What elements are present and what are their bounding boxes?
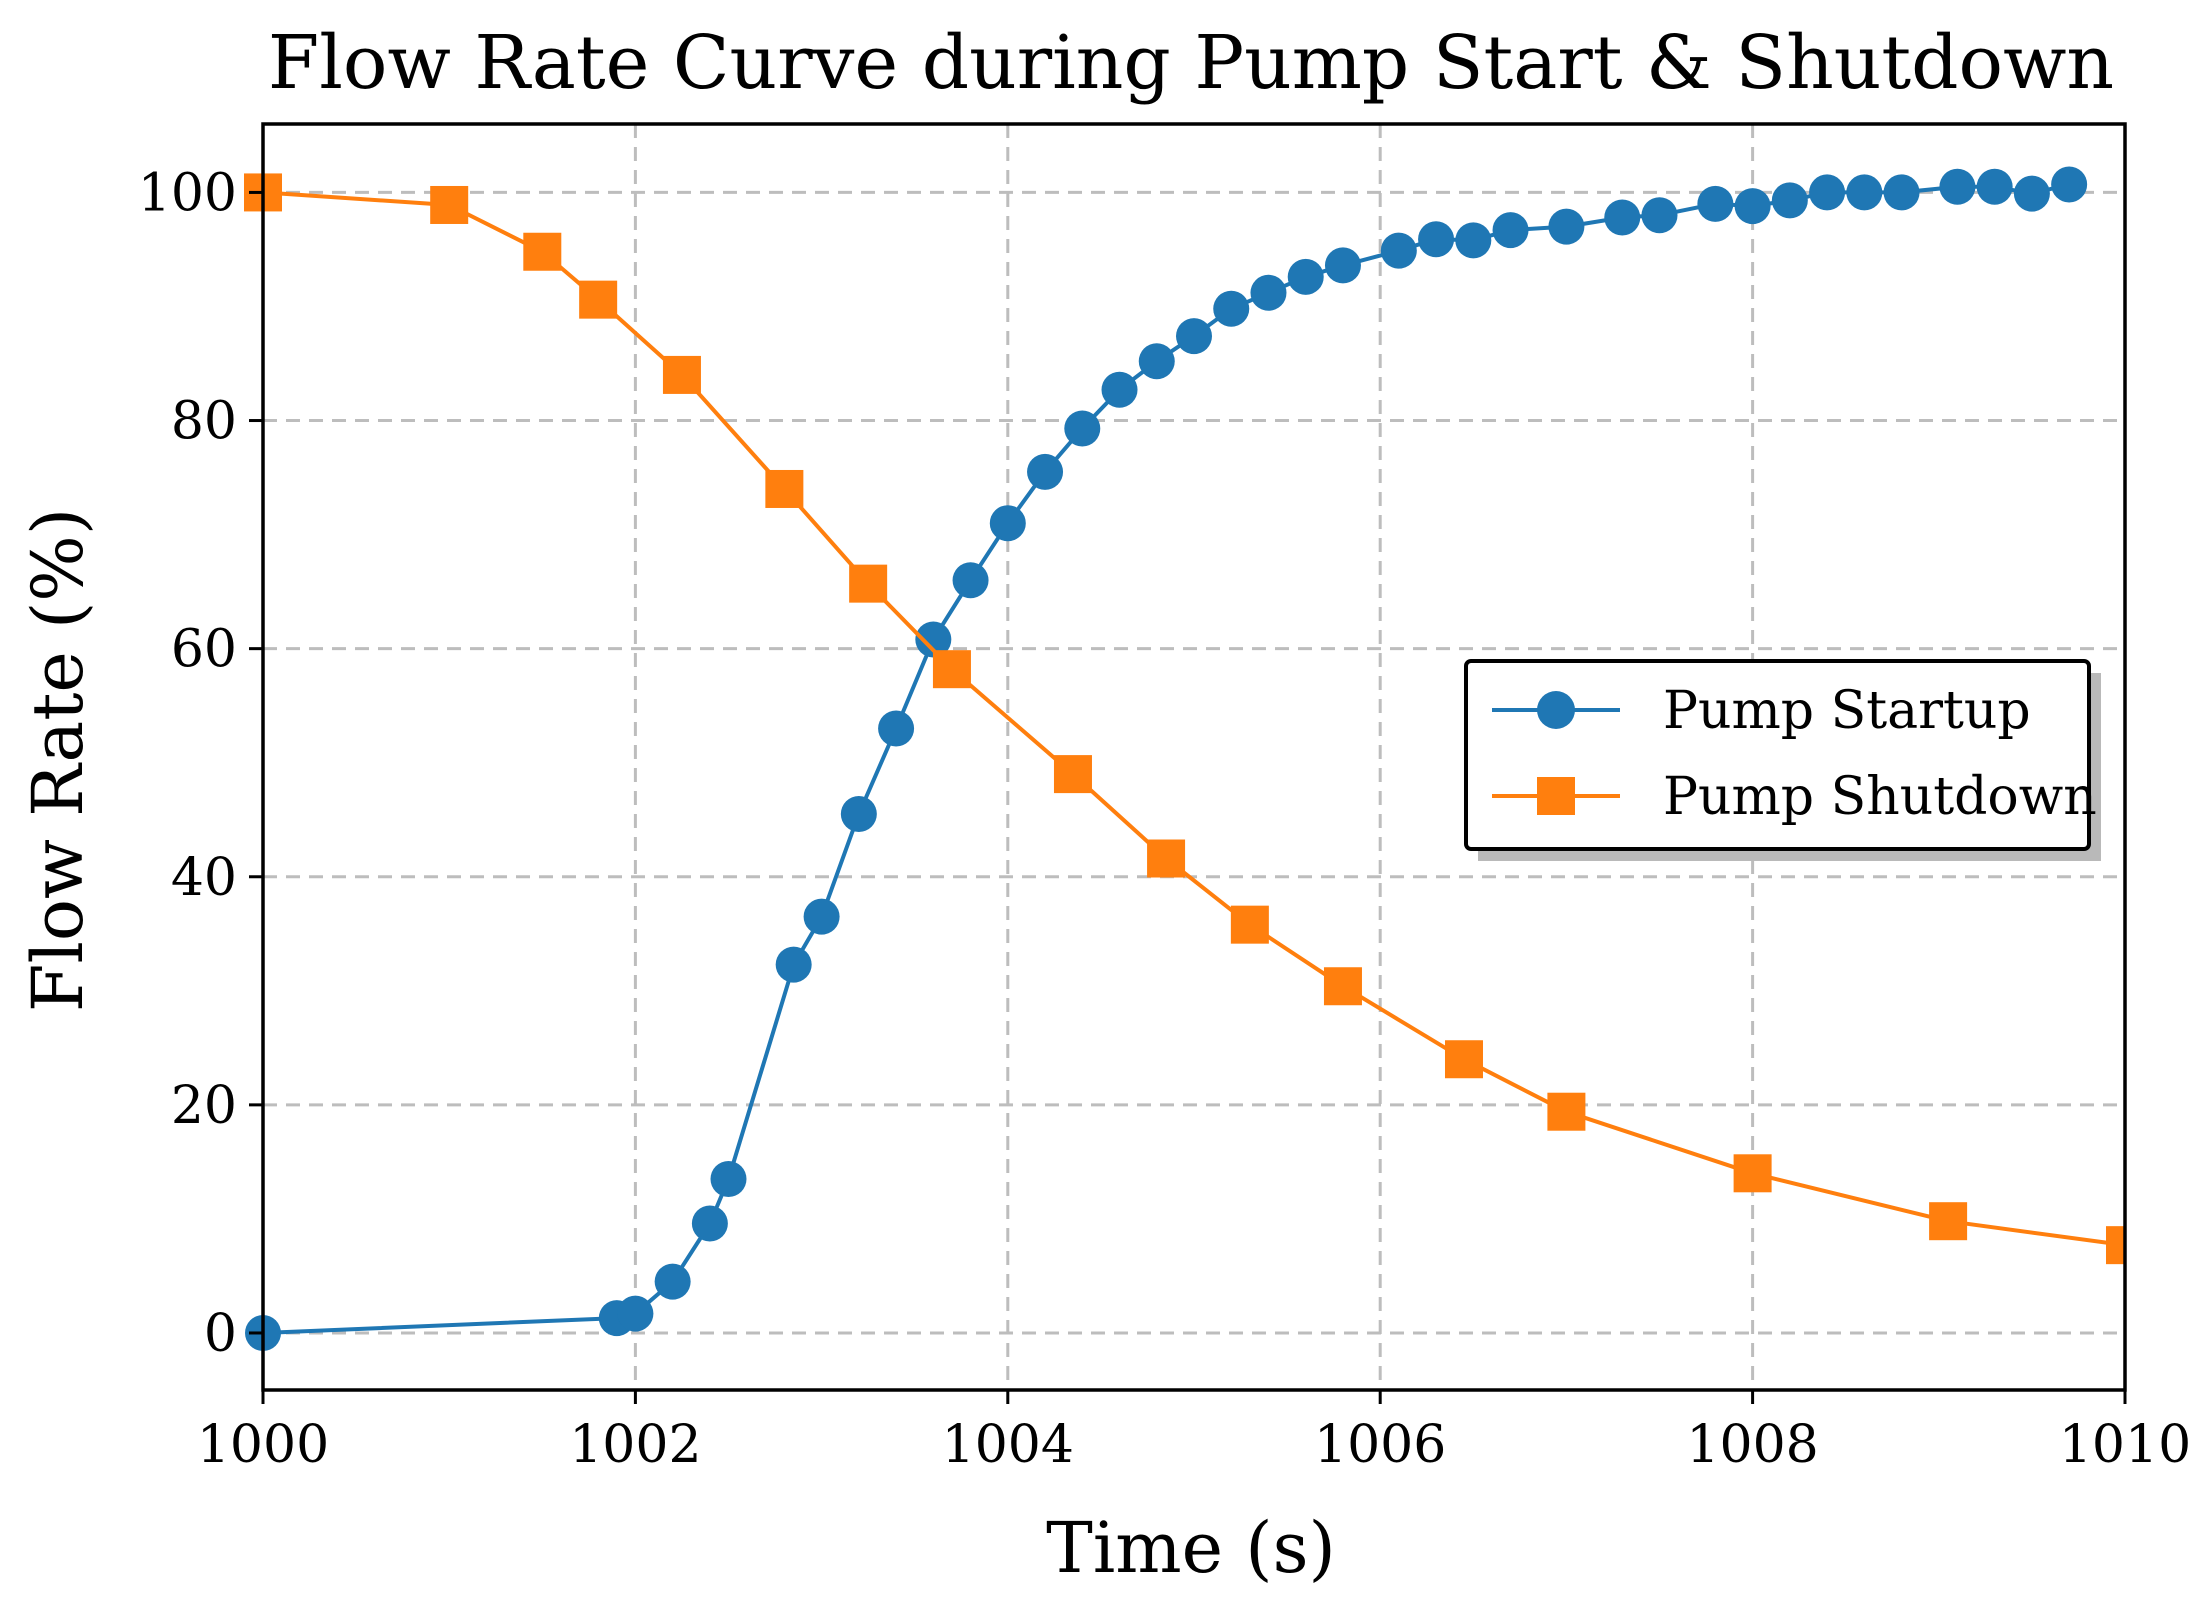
legend-entries [1492, 691, 1620, 815]
data-point-pump-startup [840, 796, 877, 833]
x-tick-label: 1006 [1314, 1415, 1446, 1475]
data-point-pump-startup [691, 1205, 728, 1242]
data-point-pump-startup [1697, 185, 1734, 222]
data-point-pump-startup [1027, 453, 1064, 490]
data-point-pump-startup [1883, 174, 1920, 211]
legend-label-pump-startup: Pump Startup [1663, 681, 2031, 741]
data-point-pump-startup [1213, 290, 1250, 327]
data-point-pump-startup [1455, 222, 1492, 259]
data-point-pump-startup [1324, 247, 1361, 284]
data-point-pump-startup [617, 1295, 654, 1332]
x-tick-label: 1008 [1686, 1415, 1818, 1475]
data-point-pump-startup [1101, 371, 1138, 408]
data-point-pump-shutdown [1323, 967, 1362, 1006]
y-tick-label: 0 [204, 1304, 237, 1364]
data-point-pump-startup [878, 710, 915, 747]
data-point-pump-shutdown [430, 185, 469, 224]
data-point-pump-startup [1380, 232, 1417, 269]
chart-title: Flow Rate Curve during Pump Start & Shut… [268, 20, 2114, 106]
y-tick-label: 40 [171, 848, 237, 908]
data-point-pump-shutdown [662, 355, 701, 394]
data-point-pump-shutdown [523, 232, 562, 271]
x-tick-label: 1010 [2059, 1415, 2191, 1475]
data-point-pump-startup [1418, 221, 1455, 258]
series-pump-shutdown [244, 173, 2125, 1265]
data-point-pump-shutdown [1547, 1092, 1586, 1131]
axis-ticks: 1000 1002 1004 1006 1008 1010 0 20 40 60 80 100 [138, 163, 2191, 1475]
x-axis-label: Time (s) [1046, 1507, 1336, 1589]
data-point-pump-startup [1287, 258, 1324, 295]
data-point-pump-startup [915, 621, 952, 658]
plot-frame [261, 122, 2127, 1392]
data-point-pump-shutdown [1147, 839, 1186, 878]
data-point-pump-startup [1734, 188, 1771, 225]
data-point-pump-shutdown [1053, 755, 1092, 794]
data-point-pump-startup [775, 946, 812, 983]
legend: Pump Startup Pump Shutdown [1464, 659, 2101, 861]
data-point-pump-shutdown [765, 469, 804, 508]
data-point-pump-shutdown [849, 564, 888, 603]
data-point-pump-startup [1138, 343, 1175, 380]
data-point-pump-startup [1641, 197, 1678, 234]
legend-marker-pump-shutdown [1537, 777, 1575, 815]
data-point-pump-startup [2013, 175, 2050, 212]
data-point-pump-startup [1064, 410, 1101, 447]
y-axis-label: Flow Rate (%) [17, 508, 99, 1012]
data-point-pump-startup [1604, 199, 1641, 236]
data-point-pump-startup [952, 562, 989, 599]
y-tick-label: 100 [138, 163, 237, 223]
legend-label-pump-shutdown: Pump Shutdown [1663, 767, 2097, 827]
data-point-pump-shutdown [579, 280, 618, 319]
y-tick-label: 60 [171, 620, 237, 680]
legend-box [1464, 659, 2091, 851]
data-point-pump-startup [803, 898, 840, 935]
data-point-pump-startup [654, 1263, 691, 1300]
data-point-pump-startup [1492, 212, 1529, 249]
data-point-pump-startup [1176, 318, 1212, 355]
y-tick-label: 20 [171, 1076, 237, 1136]
y-tick-label: 80 [171, 392, 237, 452]
data-point-pump-startup [1976, 168, 2013, 205]
series-pump-startup [245, 166, 2088, 1351]
data-point-pump-startup [2051, 166, 2088, 203]
data-point-pump-startup [1846, 174, 1883, 211]
data-point-pump-shutdown [1929, 1202, 1968, 1241]
data-point-pump-startup [1548, 208, 1585, 245]
x-tick-label: 1000 [197, 1415, 329, 1475]
data-point-pump-startup [1771, 182, 1808, 219]
data-point-pump-shutdown [2106, 1226, 2125, 1265]
data-point-pump-shutdown [1444, 1040, 1483, 1079]
legend-marker-pump-startup [1537, 691, 1575, 729]
data-point-pump-shutdown [932, 650, 971, 689]
series-layer [244, 166, 2125, 1351]
data-point-pump-shutdown [1230, 905, 1269, 944]
x-tick-label: 1004 [942, 1415, 1074, 1475]
x-tick-label: 1002 [569, 1415, 701, 1475]
data-point-pump-shutdown [1733, 1154, 1772, 1193]
data-point-pump-startup [1250, 274, 1287, 311]
data-point-pump-startup [1939, 168, 1976, 205]
data-point-pump-startup [1809, 174, 1846, 211]
data-point-pump-startup [989, 505, 1026, 542]
data-point-pump-startup [710, 1161, 747, 1197]
